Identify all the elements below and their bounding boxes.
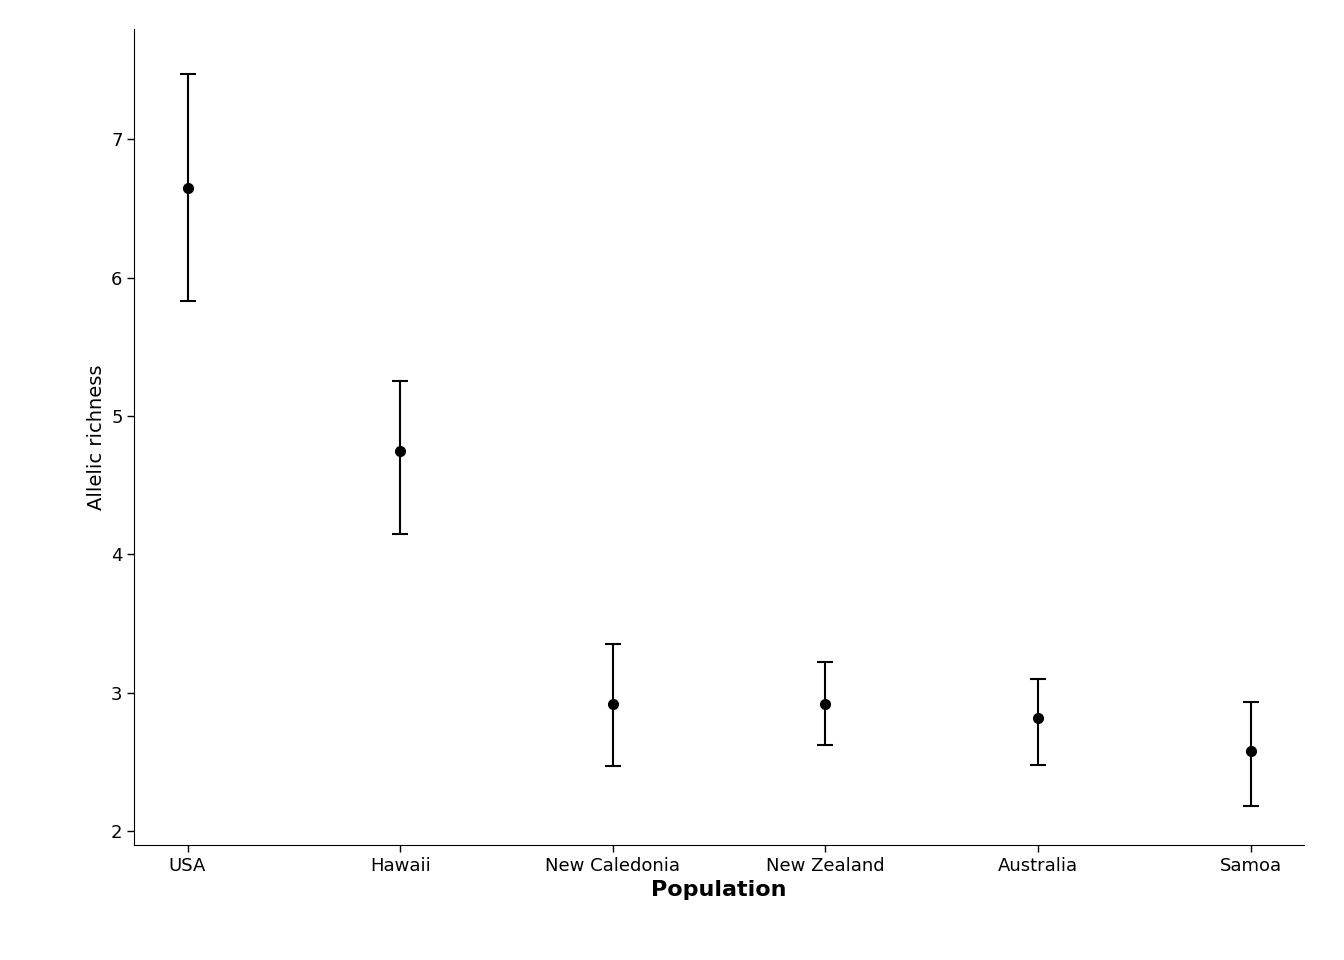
Y-axis label: Allelic richness: Allelic richness	[86, 364, 106, 510]
X-axis label: Population: Population	[652, 880, 786, 900]
